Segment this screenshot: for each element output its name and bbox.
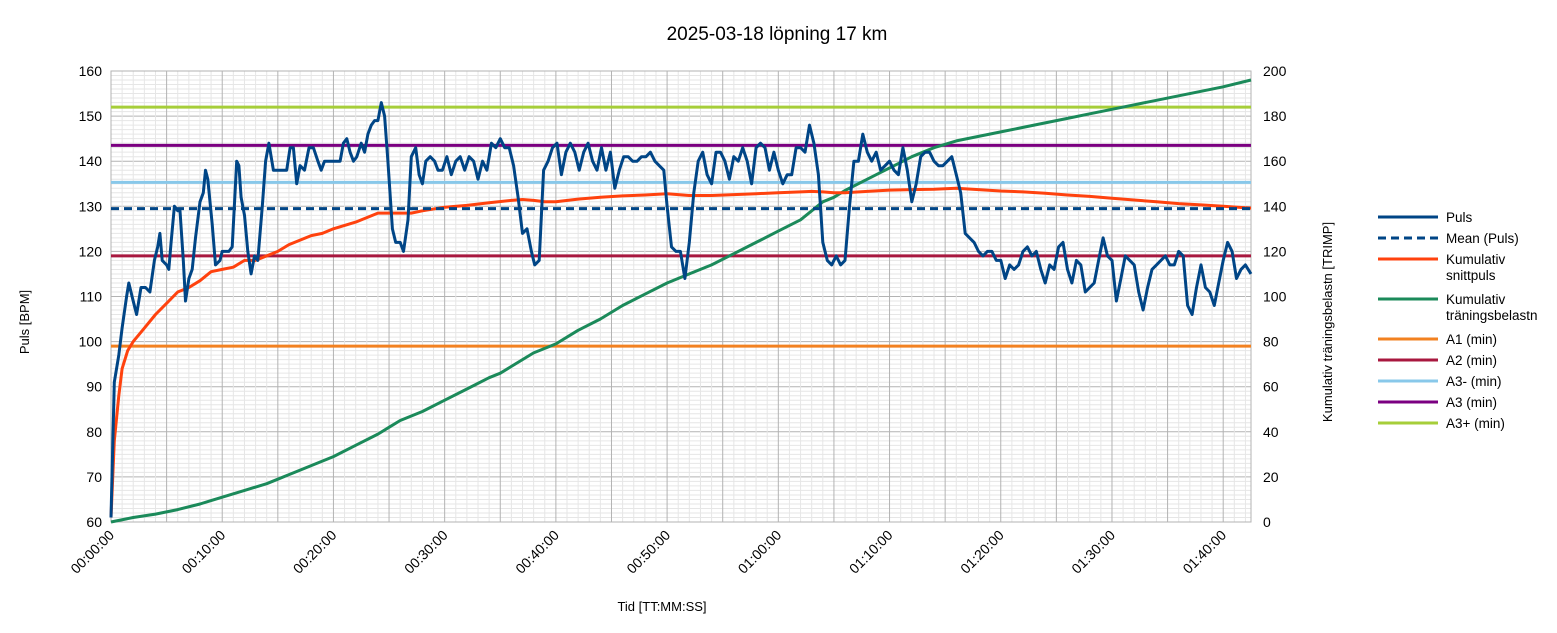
legend-label: A1 (min)	[1446, 332, 1497, 347]
x-tick-label: 00:10:00	[178, 527, 228, 577]
x-tick-label: 00:40:00	[512, 527, 562, 577]
y-tick-label: 90	[86, 379, 102, 395]
legend-label: Kumulativ	[1446, 252, 1506, 267]
y-tick-label: 120	[79, 243, 103, 259]
legend-puls: Puls	[1378, 210, 1473, 225]
legend-a3-min: A3 (min)	[1378, 395, 1497, 410]
y-tick-label: 80	[86, 424, 102, 440]
x-tick-label: 00:30:00	[401, 527, 451, 577]
legend-label: träningsbelastn	[1446, 308, 1538, 323]
y2-tick-label: 0	[1263, 514, 1271, 530]
legend-label: Kumulativ	[1446, 292, 1506, 307]
legend-a1-min: A1 (min)	[1378, 332, 1497, 347]
x-tick-label: 00:00:00	[67, 527, 117, 577]
legend-mean-puls: Mean (Puls)	[1378, 231, 1519, 246]
legend-label: snittpuls	[1446, 268, 1496, 283]
y2-tick-label: 80	[1263, 334, 1279, 350]
series-kumulativ-snittpuls	[109, 186, 1252, 518]
y2-axis-ticks: 0 20 40 60 80 100 120 140 160 180 200	[1263, 63, 1287, 530]
x-tick-label: 01:20:00	[957, 527, 1007, 577]
y2-tick-label: 160	[1263, 153, 1287, 169]
chart-title: 2025-03-18 löpning 17 km	[667, 24, 888, 45]
series-lines	[109, 78, 1253, 524]
x-tick-label: 01:30:00	[1068, 527, 1118, 577]
series-puls	[109, 101, 1253, 518]
y2-tick-label: 100	[1263, 289, 1287, 305]
y2-tick-label: 20	[1263, 469, 1279, 485]
grid	[111, 71, 1251, 522]
y-axis-ticks: 60 70 80 90 100 110 120 130 140 150 160	[79, 63, 103, 530]
legend-label: Puls	[1446, 210, 1473, 225]
x-axis-ticks: 00:00:00 00:10:00 00:20:00 00:30:00 00:40:00…	[67, 527, 1229, 577]
legend-a3-min: A3- (min)	[1378, 374, 1502, 389]
legend-a3-min: A3+ (min)	[1378, 416, 1505, 431]
series-kumulativ-tr-ningsbelastn	[110, 78, 1252, 524]
legend-a2-min: A2 (min)	[1378, 353, 1497, 368]
plot-area-frame	[110, 70, 1252, 523]
y-tick-label: 160	[79, 63, 103, 79]
y2-tick-label: 180	[1263, 108, 1287, 124]
y2-axis-title: Kumulativ träningsbelastn [TRIMP]	[1320, 222, 1335, 422]
x-axis-title: Tid [TT:MM:SS]	[617, 599, 706, 614]
legend-label: A3+ (min)	[1446, 416, 1505, 431]
y-tick-label: 110	[80, 289, 103, 305]
y-tick-label: 130	[79, 198, 103, 214]
y-tick-label: 100	[79, 334, 103, 350]
y-tick-label: 140	[79, 153, 103, 169]
y-tick-label: 60	[86, 514, 102, 530]
legend-label: A3- (min)	[1446, 374, 1502, 389]
legend-label: Mean (Puls)	[1446, 231, 1519, 246]
legend-label: A2 (min)	[1446, 353, 1497, 368]
y-axis-title: Puls [BPM]	[17, 290, 32, 354]
x-tick-label: 01:10:00	[846, 527, 896, 577]
y-tick-label: 150	[79, 108, 103, 124]
y2-tick-label: 120	[1263, 243, 1287, 259]
y2-tick-label: 60	[1263, 379, 1279, 395]
x-tick-label: 01:40:00	[1179, 527, 1229, 577]
y-tick-label: 70	[86, 469, 102, 485]
y2-tick-label: 140	[1263, 198, 1287, 214]
x-tick-label: 01:00:00	[735, 527, 785, 577]
x-tick-label: 00:20:00	[290, 527, 340, 577]
y2-tick-label: 200	[1263, 63, 1287, 79]
y2-tick-label: 40	[1263, 424, 1279, 440]
x-tick-label: 00:50:00	[623, 527, 673, 577]
zone-lines	[111, 105, 1251, 348]
legend-label: A3 (min)	[1446, 395, 1497, 410]
